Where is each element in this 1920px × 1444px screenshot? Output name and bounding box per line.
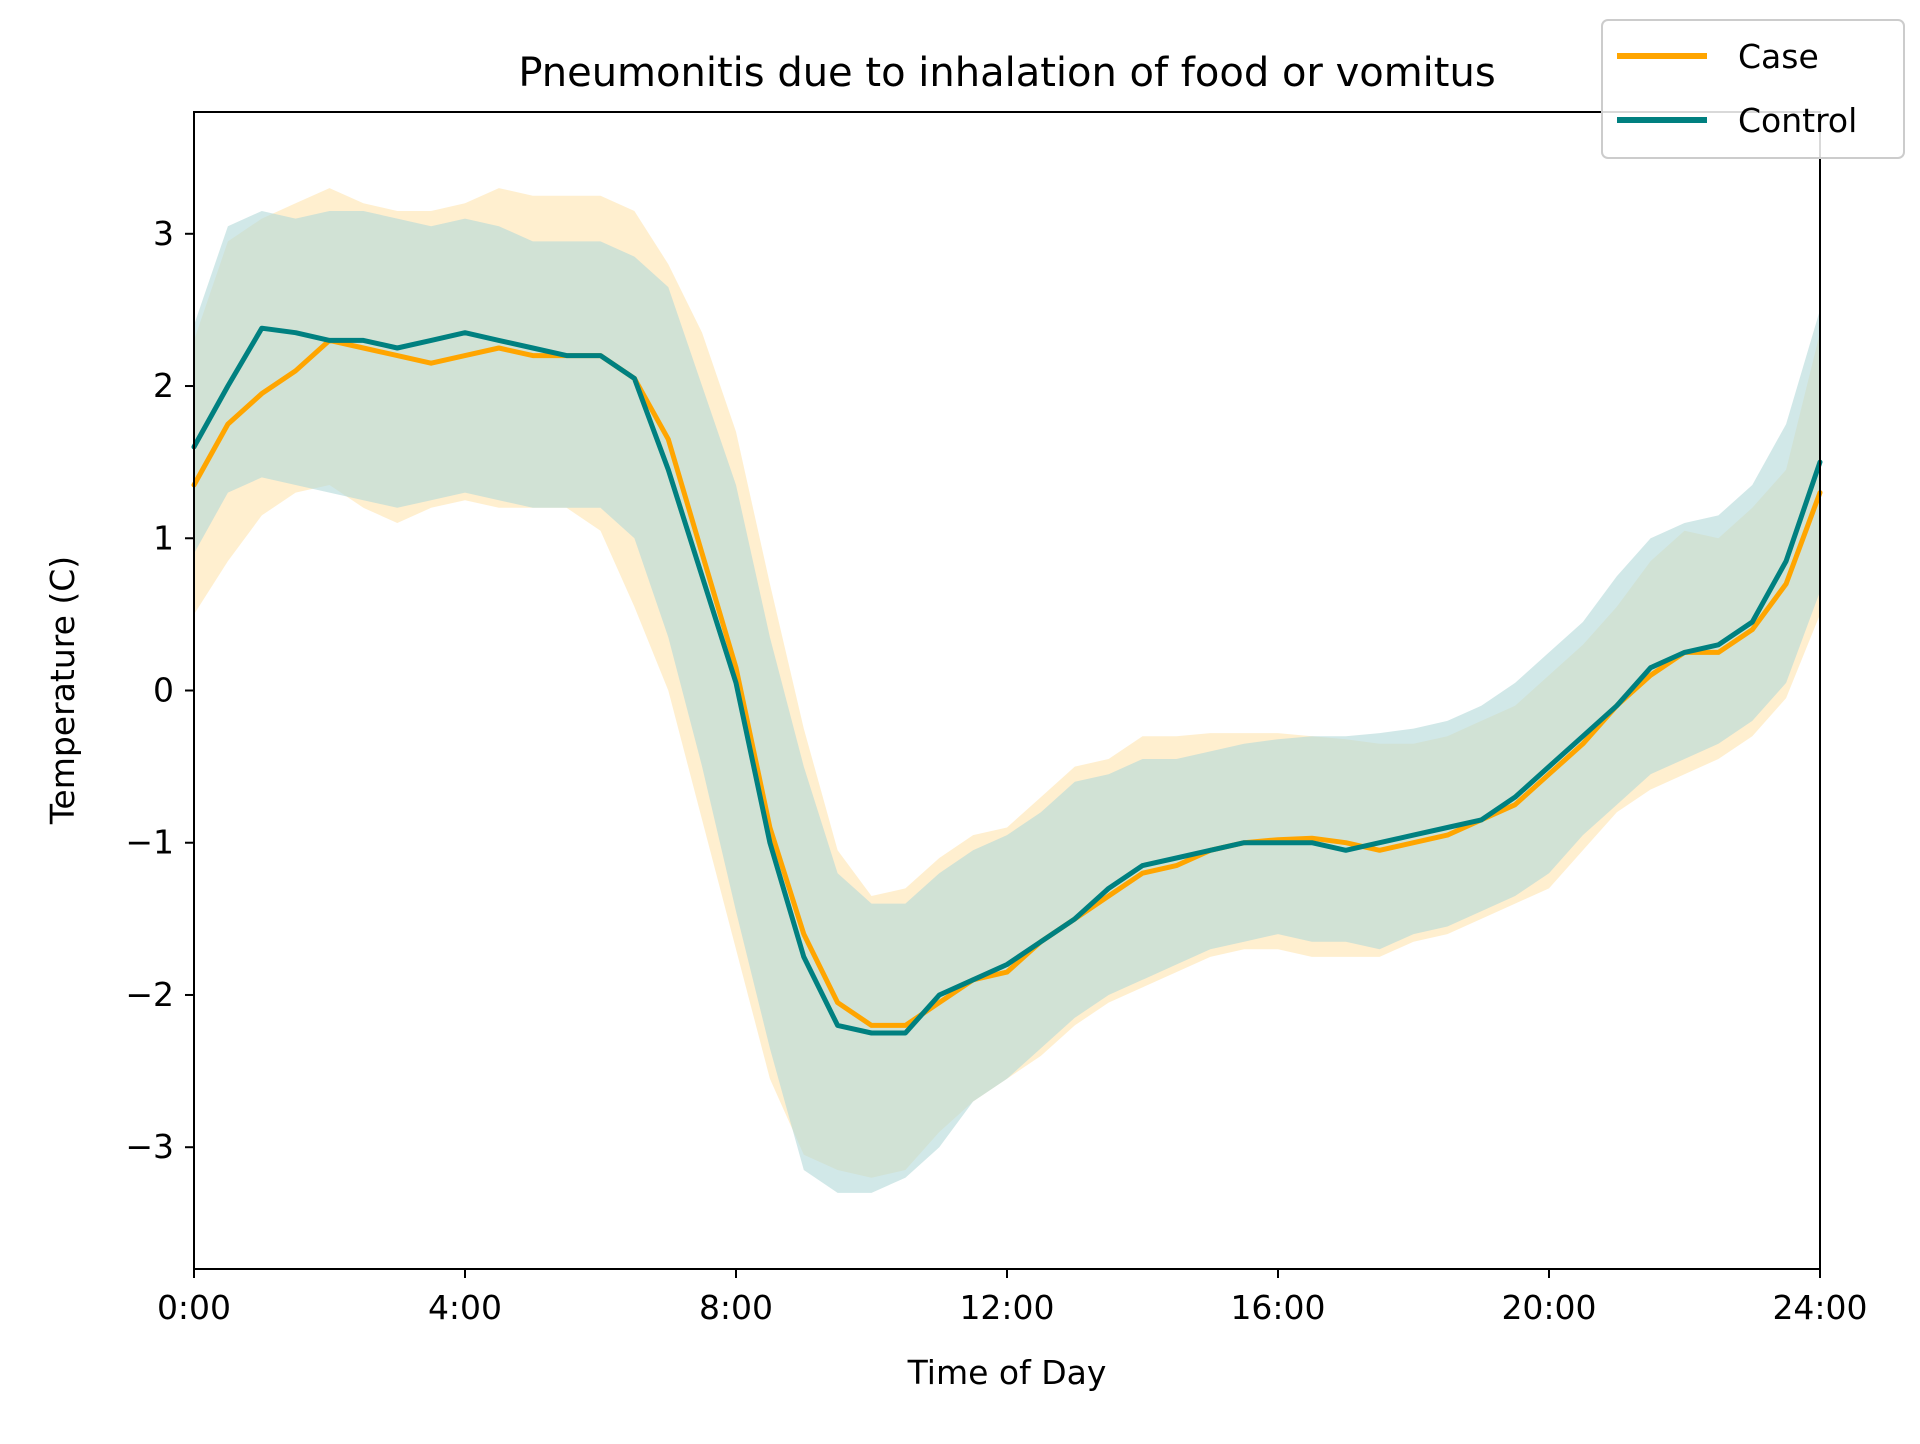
legend-label-control: Control xyxy=(1738,101,1857,140)
y-tick-label: −1 xyxy=(125,823,174,862)
x-tick-label: 0:00 xyxy=(157,1288,231,1327)
legend-label-case: Case xyxy=(1738,37,1819,76)
band-control xyxy=(194,211,1820,1193)
y-tick-label: 1 xyxy=(153,518,174,557)
y-tick-label: 2 xyxy=(153,366,174,405)
confidence-bands xyxy=(194,188,1820,1193)
x-tick-label: 24:00 xyxy=(1772,1288,1867,1327)
x-tick-label: 16:00 xyxy=(1230,1288,1325,1327)
y-axis-label: Temperature (C) xyxy=(43,556,82,825)
line-control xyxy=(191,325,1823,1036)
legend: Case Control xyxy=(1601,19,1905,159)
x-tick-label: 8:00 xyxy=(699,1288,773,1327)
x-tick-label: 12:00 xyxy=(959,1288,1054,1327)
series-lines xyxy=(191,325,1823,1036)
y-tick-label: 0 xyxy=(153,671,174,710)
x-axis-label: Time of Day xyxy=(907,1353,1107,1392)
y-tick-label: −2 xyxy=(125,975,174,1014)
chart-title: Pneumonitis due to inhalation of food or… xyxy=(518,50,1495,96)
y-tick-label: −3 xyxy=(125,1127,174,1166)
x-axis-ticks: 0:00 4:00 8:00 12:00 16:00 20:00 24:00 xyxy=(157,1269,1868,1327)
x-tick-label: 20:00 xyxy=(1501,1288,1596,1327)
y-tick-label: 3 xyxy=(153,214,174,253)
line-case xyxy=(191,337,1823,1028)
x-tick-label: 4:00 xyxy=(428,1288,502,1327)
y-axis-ticks: 3 2 1 0 −1 −2 −3 xyxy=(125,214,194,1166)
